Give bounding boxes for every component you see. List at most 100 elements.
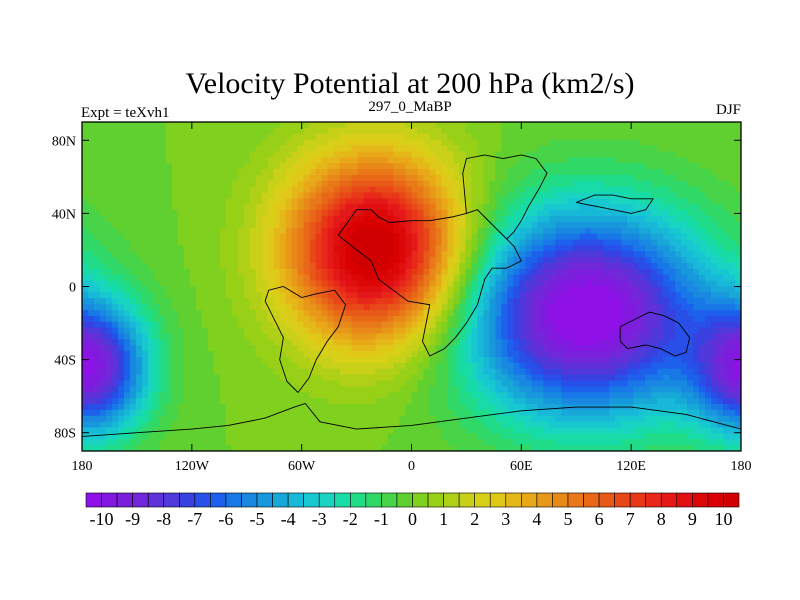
- field-cell: [705, 122, 712, 129]
- field-cell: [357, 163, 365, 170]
- field-cell: [177, 145, 185, 152]
- field-cell: [537, 180, 544, 188]
- field-cell: [669, 345, 676, 352]
- field-cell: [555, 274, 562, 282]
- field-cell: [231, 286, 239, 293]
- field-cell: [525, 339, 532, 346]
- field-cell: [477, 310, 484, 317]
- field-cell: [633, 257, 640, 264]
- field-cell: [651, 368, 658, 376]
- field-cell: [159, 345, 167, 352]
- field-cell: [495, 145, 502, 152]
- field-cell: [183, 263, 191, 270]
- field-cell: [699, 263, 706, 270]
- field-cell: [291, 274, 299, 282]
- field-cell: [159, 227, 167, 235]
- field-cell: [177, 333, 185, 340]
- field-cell: [387, 186, 395, 194]
- field-cell: [603, 327, 610, 335]
- field-cell: [195, 216, 203, 223]
- field-cell: [459, 374, 467, 382]
- field-cell: [651, 139, 658, 147]
- field-cell: [123, 339, 131, 346]
- field-cell: [123, 292, 131, 299]
- field-cell: [153, 304, 161, 311]
- field-cell: [255, 357, 263, 364]
- field-cell: [519, 321, 526, 329]
- field-cell: [141, 380, 149, 387]
- field-cell: [615, 310, 622, 317]
- field-cell: [363, 210, 371, 217]
- field-cell: [123, 357, 131, 364]
- field-cell: [669, 169, 676, 176]
- field-cell: [123, 368, 131, 376]
- field-cell: [597, 192, 604, 199]
- field-cell: [597, 274, 604, 282]
- field-cell: [195, 210, 203, 217]
- field-cell: [423, 257, 431, 264]
- field-cell: [453, 339, 461, 346]
- field-cell: [315, 245, 323, 252]
- field-cell: [693, 251, 700, 258]
- field-cell: [633, 204, 640, 211]
- field-cell: [609, 315, 616, 323]
- field-cell: [213, 233, 221, 241]
- field-cell: [399, 139, 407, 147]
- field-cell: [285, 139, 293, 147]
- field-cell: [303, 339, 311, 346]
- field-cell: [615, 139, 622, 147]
- field-cell: [303, 368, 311, 376]
- field-cell: [399, 133, 407, 141]
- field-cell: [291, 192, 299, 199]
- field-cell: [633, 339, 640, 346]
- field-cell: [531, 268, 538, 276]
- field-cell: [621, 186, 628, 194]
- field-cell: [87, 233, 95, 241]
- field-cell: [411, 198, 419, 205]
- field-cell: [465, 357, 473, 364]
- field-cell: [165, 180, 173, 188]
- field-cell: [363, 315, 371, 323]
- field-cell: [615, 362, 622, 370]
- field-cell: [345, 280, 353, 288]
- field-cell: [189, 345, 197, 352]
- field-cell: [207, 286, 215, 293]
- field-cell: [573, 380, 580, 387]
- field-cell: [381, 339, 389, 346]
- field-cell: [243, 174, 251, 182]
- field-cell: [165, 122, 173, 129]
- field-cell: [597, 122, 604, 129]
- experiment-label: Expt = teXvh1: [81, 105, 169, 121]
- field-cell: [231, 333, 239, 340]
- field-cell: [693, 163, 700, 170]
- field-cell: [201, 268, 209, 276]
- field-cell: [591, 380, 598, 387]
- field-cell: [225, 245, 233, 252]
- field-cell: [189, 163, 197, 170]
- field-cell: [663, 139, 670, 147]
- field-cell: [393, 127, 401, 135]
- field-cell: [423, 233, 431, 241]
- field-cell: [369, 127, 377, 135]
- field-cell: [219, 339, 227, 346]
- field-cell: [267, 374, 275, 382]
- field-cell: [267, 139, 275, 147]
- field-cell: [237, 374, 245, 382]
- field-cell: [201, 151, 209, 158]
- field-cell: [591, 245, 598, 252]
- field-cell: [591, 210, 598, 217]
- field-cell: [321, 362, 329, 370]
- field-cell: [651, 127, 658, 135]
- field-cell: [381, 251, 389, 258]
- field-cell: [699, 298, 706, 305]
- field-cell: [525, 368, 532, 376]
- field-cell: [82, 233, 89, 241]
- field-cell: [165, 327, 173, 335]
- field-cell: [429, 122, 437, 129]
- field-cell: [573, 245, 580, 252]
- field-cell: [393, 345, 401, 352]
- field-cell: [375, 280, 383, 288]
- field-cell: [273, 127, 281, 135]
- field-cell: [489, 157, 496, 164]
- field-cell: [285, 239, 293, 246]
